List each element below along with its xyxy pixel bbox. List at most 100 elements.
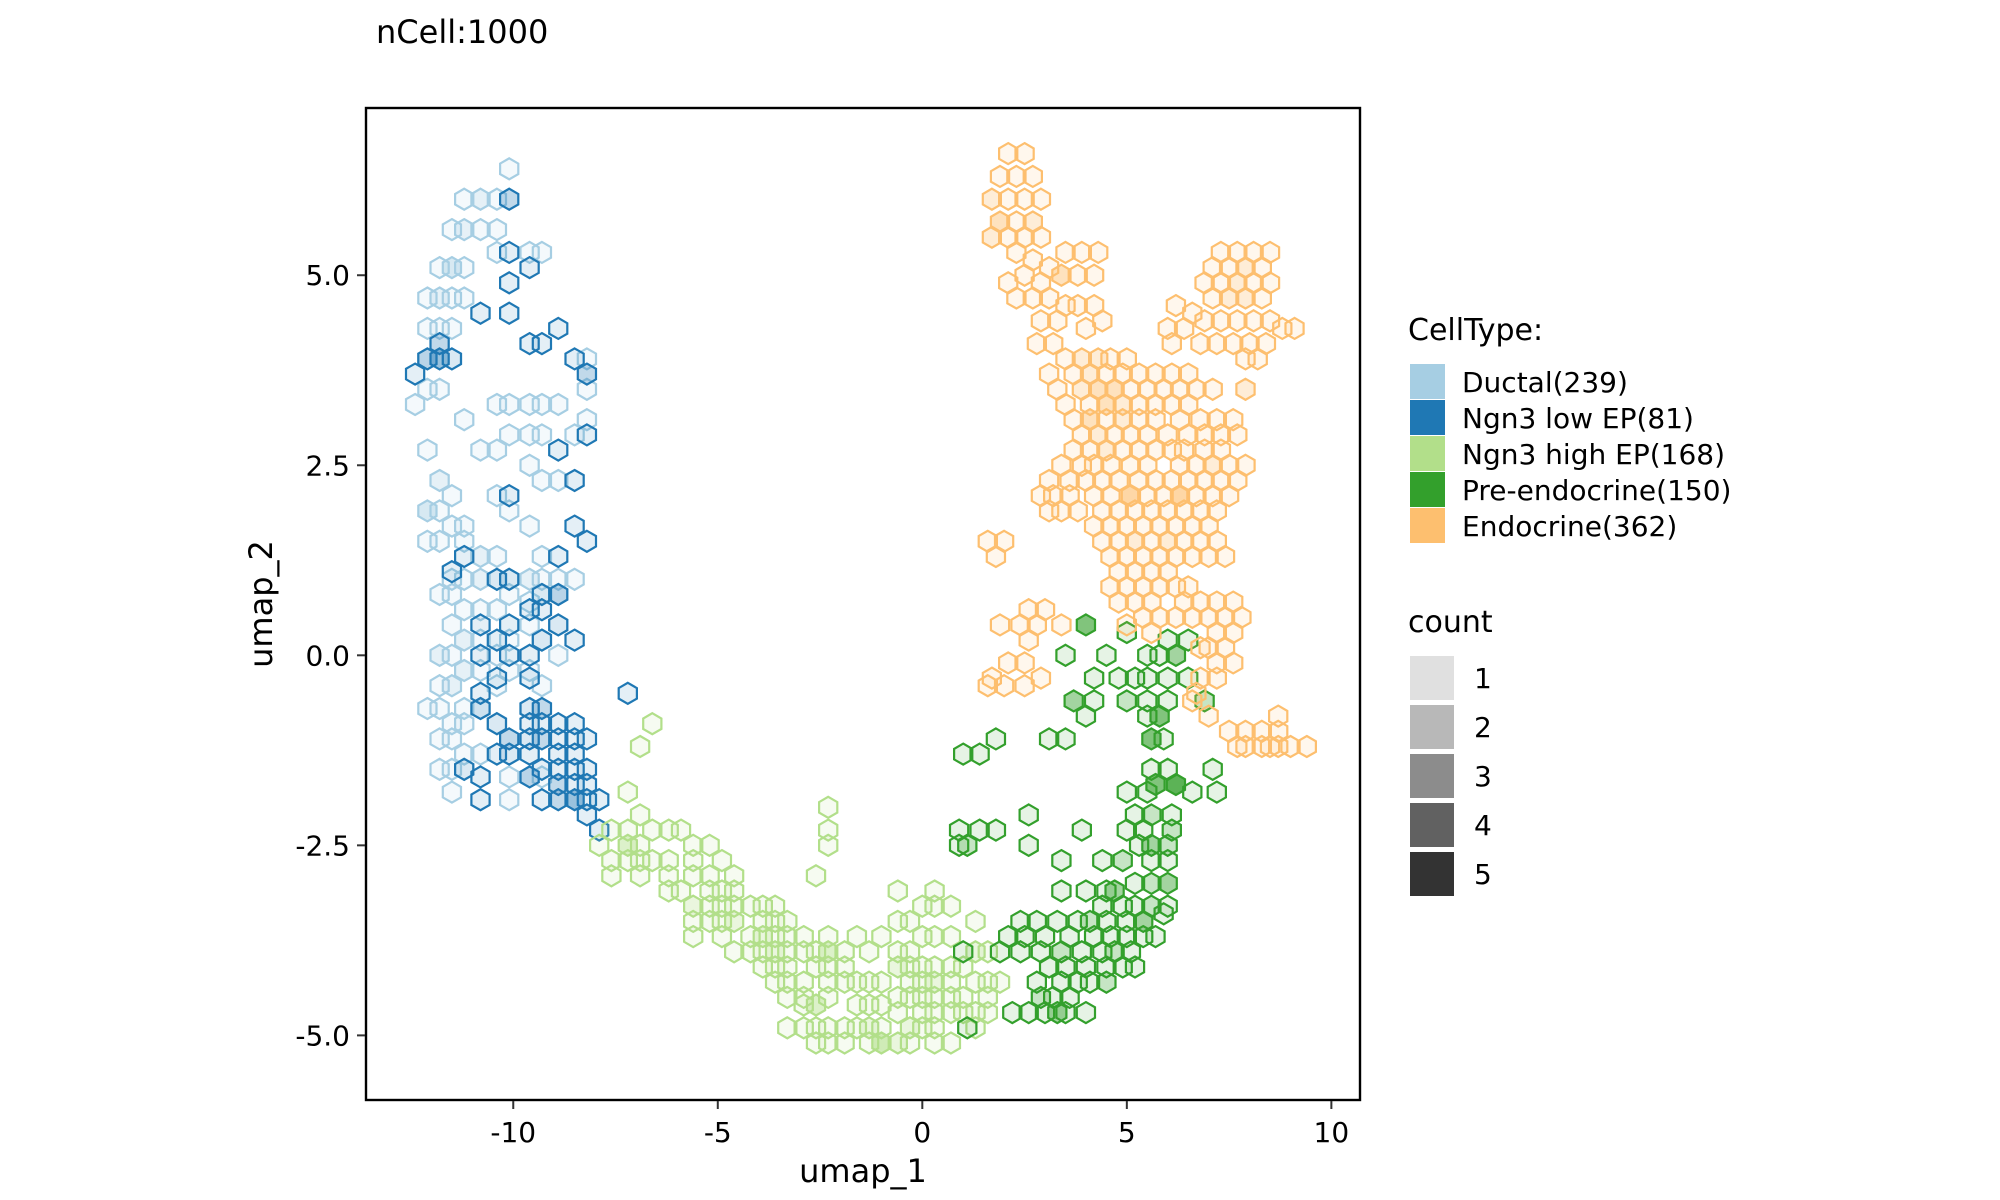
hexbin	[601, 818, 622, 842]
legend-color-swatch	[1410, 364, 1445, 399]
hexbin	[1051, 848, 1072, 873]
hexbin	[1022, 164, 1044, 189]
hexbin	[441, 613, 463, 637]
hexbin	[940, 1031, 962, 1055]
hexbin	[564, 628, 585, 652]
legend-count-items: 1 2 3 4 5	[1410, 656, 1492, 896]
hexbin	[486, 711, 508, 736]
hexbin	[793, 993, 814, 1017]
x-tick-label: 10	[1314, 1116, 1350, 1149]
hexbin	[658, 864, 679, 888]
hexbin	[519, 453, 540, 478]
hexbin	[1112, 848, 1133, 873]
hexbin	[1047, 909, 1068, 934]
legend-celltype-label: Ngn3 low EP(81)	[1462, 402, 1694, 435]
hexbin	[1284, 316, 1305, 341]
hexbin	[924, 1016, 945, 1040]
hexbin	[564, 468, 585, 493]
hexbin	[1153, 727, 1174, 751]
legend-count-swatch	[1410, 754, 1454, 798]
hexbin	[531, 423, 553, 447]
y-axis-title: umap_2	[242, 540, 280, 668]
hexbin	[1116, 780, 1138, 804]
hexbin	[499, 742, 520, 766]
y-tick-label: -5.0	[295, 1019, 350, 1052]
hexbin	[711, 848, 733, 873]
hexbin	[793, 970, 814, 994]
hexbin	[1018, 628, 1039, 652]
hexbin	[658, 848, 679, 873]
hexbin	[1157, 833, 1178, 858]
hexbin	[486, 438, 508, 462]
hexbin	[1141, 620, 1162, 645]
legend-color-swatch	[1410, 472, 1445, 507]
hexbin	[1165, 293, 1187, 318]
x-tick-label: 0	[913, 1116, 931, 1149]
hexbin	[1018, 803, 1039, 827]
hexbin	[1014, 141, 1035, 166]
hexbin	[564, 711, 585, 736]
hexbin	[404, 362, 426, 386]
hexbin	[519, 742, 540, 766]
hexbin	[576, 362, 598, 386]
hexbin	[723, 909, 745, 934]
hexbin	[519, 255, 540, 280]
hexbin	[1030, 666, 1052, 690]
hexbin	[985, 727, 1007, 751]
hexbin	[499, 301, 520, 325]
hexbin	[564, 567, 585, 592]
hexbin	[429, 696, 450, 721]
hexbin	[548, 438, 569, 462]
hexbin	[499, 483, 520, 508]
hexbin	[499, 187, 520, 211]
hexbin	[723, 879, 745, 903]
hexbin	[499, 613, 520, 637]
hexbin	[499, 271, 520, 295]
hexbin	[1173, 316, 1195, 341]
hexbin	[1092, 848, 1113, 873]
hexbin	[531, 696, 553, 721]
hexbin	[1018, 833, 1039, 858]
hexbin	[1206, 666, 1228, 690]
hexbin	[1153, 902, 1174, 926]
hexbin	[404, 392, 426, 417]
legend-celltype-label: Ngn3 high EP(168)	[1462, 438, 1725, 471]
hexbin	[1055, 1000, 1076, 1025]
hexbin	[1251, 286, 1273, 310]
hexbin	[1006, 240, 1027, 265]
hexbin	[441, 673, 463, 698]
hexbin	[1116, 689, 1138, 713]
legend-color-swatch	[1410, 436, 1445, 471]
hexbin	[952, 940, 974, 964]
hexbin	[1096, 643, 1117, 668]
hexbin	[486, 597, 508, 622]
legend-count-label: 1	[1474, 662, 1492, 695]
hexbin	[1227, 734, 1248, 759]
hexbin	[793, 924, 814, 949]
legend-count-swatch	[1410, 705, 1454, 749]
hexbin	[429, 377, 450, 402]
hexbin	[989, 940, 1011, 964]
hexbin	[817, 795, 839, 820]
hexbin	[576, 803, 598, 827]
x-tick-label: -10	[490, 1116, 536, 1149]
hexbin	[989, 613, 1011, 637]
hexbin	[1157, 666, 1178, 690]
legend-count-label: 3	[1474, 760, 1492, 793]
hexbin	[834, 940, 855, 964]
hexbin	[1096, 970, 1117, 994]
hexbin	[429, 499, 450, 523]
hexbin	[682, 924, 704, 949]
hexbin	[548, 582, 569, 607]
hexbin	[486, 628, 508, 652]
hexbin	[576, 727, 598, 751]
hexbin	[454, 711, 475, 736]
hexbin	[1235, 377, 1256, 402]
y-tick-label: 0.0	[305, 639, 350, 672]
hexbin	[1177, 628, 1199, 652]
hexbin	[1247, 347, 1268, 371]
hexbin	[429, 347, 450, 371]
hexbin	[470, 765, 491, 789]
hexbin	[429, 468, 450, 493]
hexbin	[965, 909, 986, 934]
